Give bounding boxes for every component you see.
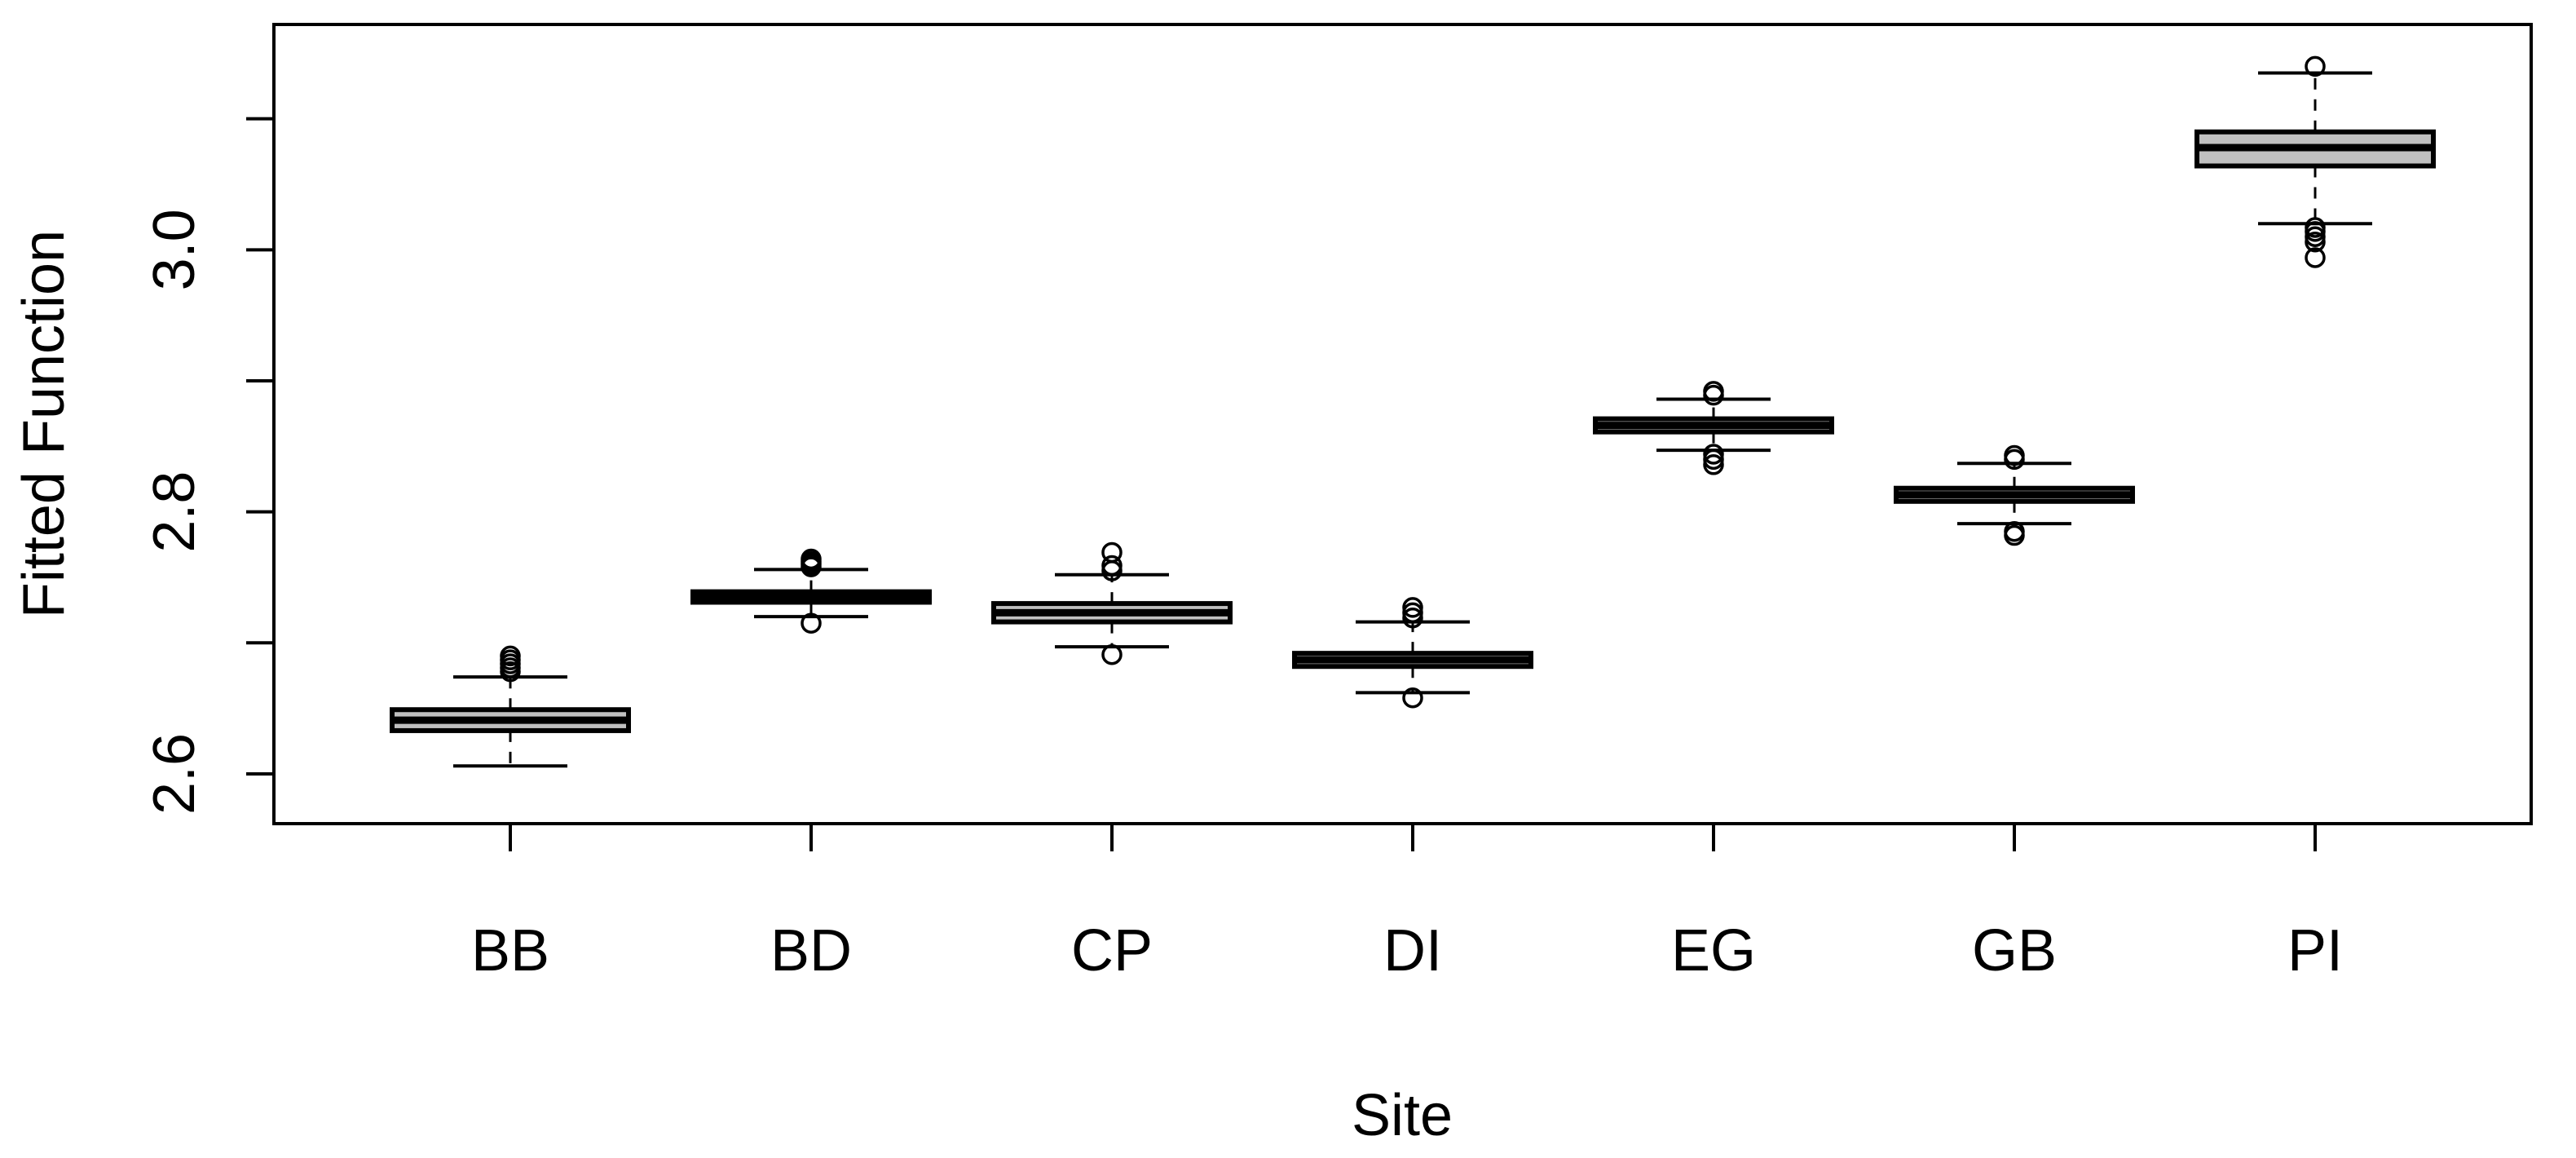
y-axis-label: Fitted Function bbox=[11, 230, 77, 618]
outlier-point bbox=[2305, 247, 2326, 268]
outlier-point bbox=[1402, 597, 1423, 618]
outlier-point bbox=[1101, 644, 1123, 665]
y-tick-label: 3.0 bbox=[142, 209, 207, 290]
outlier-point bbox=[2004, 520, 2025, 542]
outlier-point bbox=[1101, 541, 1123, 564]
outlier-point bbox=[1703, 381, 1724, 402]
y-tick-label: 2.6 bbox=[142, 733, 207, 815]
box-pi bbox=[2194, 55, 2436, 268]
x-tick-label: DI bbox=[1383, 918, 1442, 983]
x-axis-label: Site bbox=[1352, 1083, 1453, 1148]
boxes-layer bbox=[390, 55, 2436, 768]
outlier-point bbox=[2305, 217, 2326, 238]
outlier-point bbox=[500, 645, 521, 667]
outlier-point bbox=[2004, 444, 2025, 466]
outlier-point bbox=[1402, 687, 1423, 709]
box-eg bbox=[1593, 381, 1834, 475]
box-bb bbox=[390, 645, 631, 768]
x-tick-label: GB bbox=[1972, 918, 2057, 983]
outlier-point bbox=[801, 612, 822, 634]
box-gb bbox=[1894, 444, 2135, 546]
box-cp bbox=[991, 541, 1233, 665]
y-axis: 2.6 2.8 3.0 bbox=[142, 117, 274, 815]
x-tick-label: BB bbox=[471, 918, 549, 983]
x-tick-label: BD bbox=[770, 918, 852, 983]
x-tick-label: CP bbox=[1071, 918, 1153, 983]
x-tick-label: EG bbox=[1671, 918, 1756, 983]
x-axis: BB BD CP DI EG GB PI bbox=[471, 824, 2343, 983]
outlier-point bbox=[2305, 55, 2326, 77]
plot-frame bbox=[272, 23, 2533, 825]
box-bd bbox=[690, 548, 932, 634]
outlier-point bbox=[801, 548, 822, 570]
box-di bbox=[1292, 597, 1533, 709]
outlier-point bbox=[1703, 444, 1724, 465]
outlier-point bbox=[1101, 555, 1123, 577]
x-tick-label: PI bbox=[2287, 918, 2343, 983]
y-tick-label: 2.8 bbox=[142, 471, 207, 553]
